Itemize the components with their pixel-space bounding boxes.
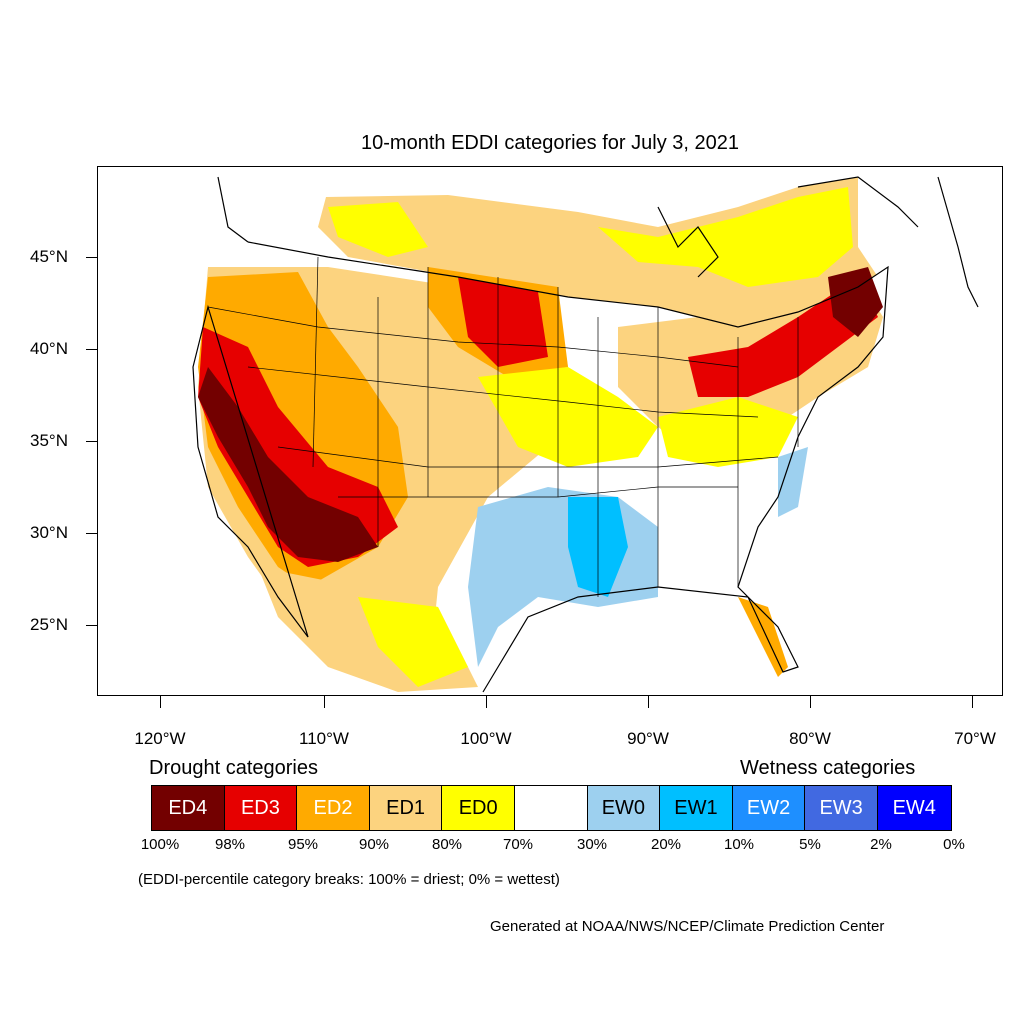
central-ed0 <box>478 367 658 467</box>
y-tick-label: 30°N <box>30 523 68 542</box>
legend-label: EW4 <box>892 796 936 819</box>
x-tick-label: 110°W <box>299 729 349 748</box>
legend-swatch-ed3: ED3 <box>224 786 298 830</box>
x-tick-label: 120°W <box>134 729 186 748</box>
y-tick <box>86 625 98 626</box>
northeast-ed4 <box>828 267 883 337</box>
west-ed3 <box>198 327 398 567</box>
break-label: 30% <box>576 836 608 853</box>
x-tick <box>972 696 973 708</box>
break-label: 90% <box>358 836 390 853</box>
x-tick <box>160 696 161 708</box>
break-label: 5% <box>799 836 821 853</box>
y-tick <box>86 533 98 534</box>
x-tick <box>648 696 649 708</box>
legend-label: EW1 <box>674 796 718 819</box>
y-tick-label: 35°N <box>30 431 68 450</box>
y-tick <box>86 441 98 442</box>
break-label: 100% <box>140 836 180 853</box>
x-tick-label: 80°W <box>789 729 831 748</box>
legend-label: ED4 <box>168 796 208 819</box>
legend-swatch-normal <box>514 786 588 830</box>
legend-label: ED1 <box>386 796 426 819</box>
x-tick-label: 70°W <box>954 729 996 748</box>
break-label: 2% <box>870 836 892 853</box>
legend-swatch-ed0: ED0 <box>442 786 515 830</box>
legend-swatch-ed2: ED2 <box>297 786 370 830</box>
legend-label: EW3 <box>819 796 863 819</box>
northern-plains-ed3 <box>458 277 548 367</box>
southwest-ed4 <box>198 367 378 562</box>
canada-region <box>318 177 878 327</box>
coastline <box>192 241 889 693</box>
break-label: 98% <box>214 836 246 853</box>
percentile-note: (EDDI-percentile category breaks: 100% =… <box>138 871 560 888</box>
ohio-ed0 <box>658 397 798 467</box>
state-boundaries <box>207 256 799 597</box>
drought-categories-title: Drought categories <box>149 757 318 779</box>
y-tick-label: 45°N <box>30 247 68 266</box>
category-legend: ED4 ED3 ED2 ED1 ED0 EW0 EW1 EW2 EW3 EW4 <box>151 785 952 831</box>
legend-swatch-ew4: EW4 <box>877 786 951 830</box>
y-tick <box>86 257 98 258</box>
break-label: 20% <box>650 836 682 853</box>
wetness-categories-title: Wetness categories <box>740 757 916 779</box>
canada-yellow-w <box>328 202 428 257</box>
legend-label: EW0 <box>601 796 646 819</box>
legend-label: ED3 <box>240 796 280 819</box>
legend-swatch-ew2: EW2 <box>732 786 806 830</box>
x-tick <box>486 696 487 708</box>
y-tick-label: 40°N <box>30 339 68 358</box>
x-tick <box>324 696 325 708</box>
east-coast-ew0 <box>778 447 808 517</box>
legend-swatch-ew3: EW3 <box>805 786 878 830</box>
break-label: 10% <box>723 836 755 853</box>
y-tick <box>86 349 98 350</box>
legend-swatch-ew1: EW1 <box>660 786 733 830</box>
eddi-map <box>97 166 1003 696</box>
break-label: 80% <box>431 836 463 853</box>
legend-swatch-ew0: EW0 <box>587 786 661 830</box>
eddi-map-canvas <box>192 176 979 693</box>
legend-swatch-ed1: ED1 <box>369 786 443 830</box>
x-tick <box>810 696 811 708</box>
canada-yellow <box>598 187 853 287</box>
y-tick-label: 25°N <box>30 615 68 634</box>
northern-coast-lines <box>217 176 979 308</box>
legend-label: ED2 <box>313 796 353 819</box>
break-label: 95% <box>287 836 319 853</box>
legend-label: ED0 <box>458 796 498 819</box>
mexico-ed0 <box>358 597 468 687</box>
x-tick-label: 100°W <box>460 729 512 748</box>
credit-line: Generated at NOAA/NWS/NCEP/Climate Predi… <box>490 918 885 935</box>
break-label: 70% <box>502 836 534 853</box>
legend-swatch-ed4: ED4 <box>152 786 225 830</box>
break-label: 0% <box>943 836 965 853</box>
map-title: 10-month EDDI categories for July 3, 202… <box>361 132 739 154</box>
x-tick-label: 90°W <box>627 729 669 748</box>
legend-label: EW2 <box>746 796 791 819</box>
